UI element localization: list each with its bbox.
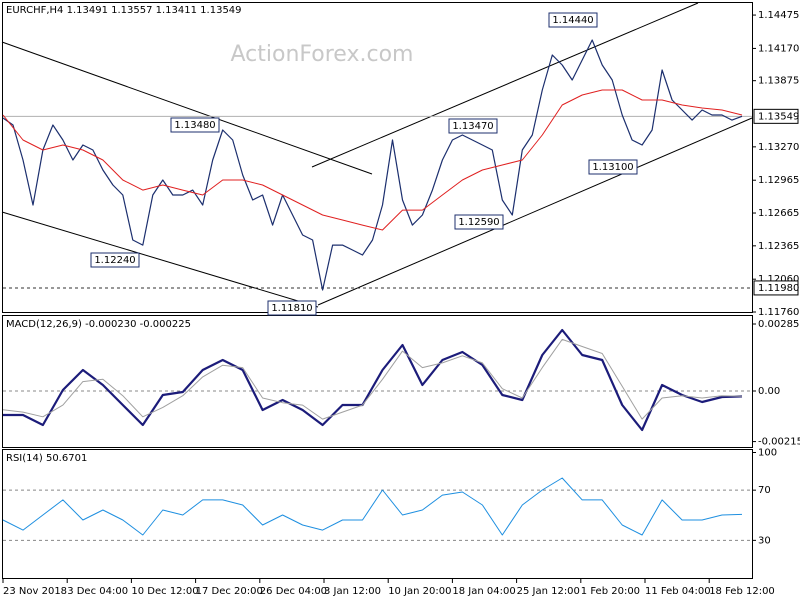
watermark: ActionForex.com — [231, 42, 414, 67]
annotation-box — [448, 118, 498, 134]
x-tick-label: 11 Feb 04:00 — [645, 586, 711, 597]
y-tick-label: 1.12365 — [758, 241, 799, 252]
annotation-box — [170, 117, 220, 133]
y-tick-label: 1.14170 — [758, 43, 799, 54]
channel-lines — [1, 2, 753, 308]
price-frame — [2, 2, 753, 313]
annotation: 1.12590 — [458, 217, 499, 228]
y-tick-label: 100 — [758, 448, 777, 459]
y-tick-label: 1.11760 — [758, 307, 799, 318]
y-tick-label: 1.13270 — [758, 142, 799, 153]
y-tick-label: 0.002858 — [758, 319, 800, 330]
y-tick-label: 1.13875 — [758, 76, 799, 87]
series-line — [2, 39, 743, 291]
trend-line — [1, 211, 319, 308]
annotation: 1.13100 — [592, 162, 633, 173]
annotation-box — [267, 300, 317, 316]
price-label: 1.13549 — [758, 111, 799, 122]
series-line — [2, 338, 743, 420]
trend-line — [1, 41, 373, 175]
series-line — [3, 328, 743, 432]
annotation: 1.11810 — [271, 303, 312, 314]
series-line — [2, 89, 743, 231]
annotation-box — [454, 214, 504, 230]
y-tick-label: 0.00 — [758, 386, 780, 397]
x-tick-label: 1 Feb 20:00 — [581, 586, 640, 597]
y-tick-label: 1.12665 — [758, 208, 799, 219]
x-tick-label: 23 Nov 2018 — [3, 586, 67, 597]
price-label-box — [753, 280, 799, 296]
series-line — [2, 477, 743, 536]
panel-frames — [2, 2, 753, 579]
y-tick-label: 1.14475 — [758, 10, 799, 21]
chart-title: EURCHF,H4 1.13491 1.13557 1.13411 1.1354… — [6, 5, 242, 16]
trend-line — [317, 117, 753, 306]
annotation-box — [548, 12, 598, 28]
price-label-box — [753, 108, 799, 124]
x-tick-label: 3 Dec 04:00 — [67, 586, 128, 597]
annotation: 1.13480 — [174, 120, 215, 131]
y-tick-label: -0.002158 — [758, 437, 800, 448]
macd-frame — [2, 315, 753, 448]
macd-title: MACD(12,26,9) -0.000230 -0.000225 — [6, 319, 191, 330]
y-tick-label: 1.12060 — [758, 274, 799, 285]
y-tick-label: 70 — [758, 485, 771, 496]
x-tick-label: 3 Jan 12:00 — [324, 586, 381, 597]
y-tick-label: 1.12965 — [758, 175, 799, 186]
x-tick-label: 17 Dec 20:00 — [196, 586, 263, 597]
x-tick-label: 25 Jan 12:00 — [517, 586, 580, 597]
x-tick-label: 10 Jan 20:00 — [388, 586, 451, 597]
y-tick-label: 30 — [758, 535, 771, 546]
annotation: 1.14440 — [552, 15, 593, 26]
trend-line — [311, 2, 699, 168]
rsi-title: RSI(14) 50.6701 — [6, 453, 87, 464]
rsi-frame — [2, 449, 753, 579]
annotation: 1.12240 — [94, 255, 135, 266]
price-label: 1.11980 — [758, 283, 799, 294]
annotation: 1.13470 — [452, 121, 493, 132]
x-tick-label: 18 Feb 12:00 — [709, 586, 775, 597]
x-tick-label: 10 Dec 12:00 — [131, 586, 198, 597]
x-tick-label: 26 Dec 04:00 — [260, 586, 327, 597]
annotation-box — [588, 159, 638, 175]
x-tick-label: 18 Jan 04:00 — [452, 586, 515, 597]
annotation-box — [90, 252, 140, 268]
